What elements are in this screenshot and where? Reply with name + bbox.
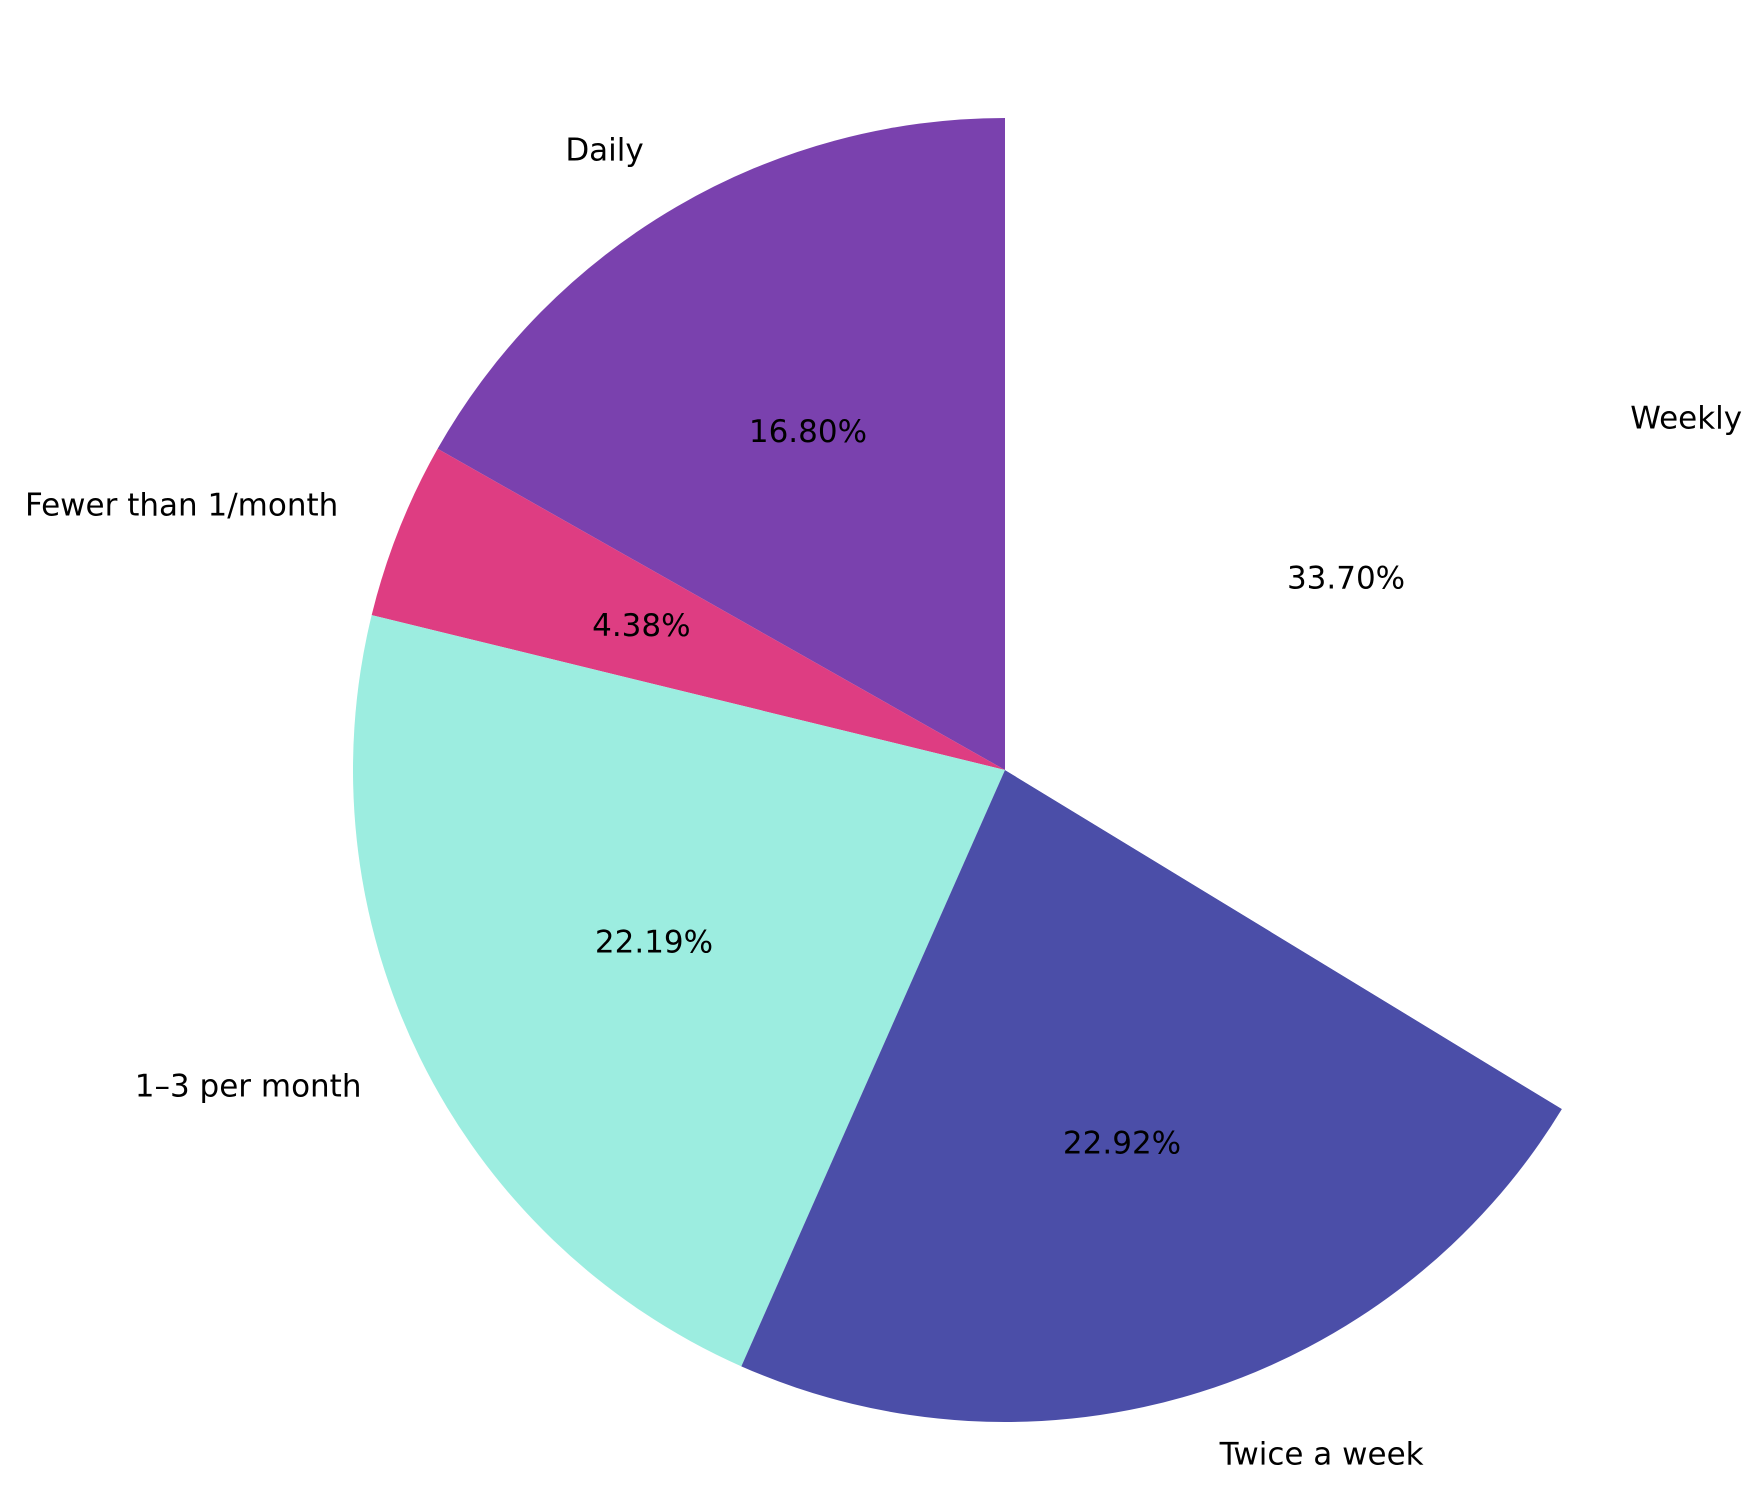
- pie-slice-fewer-than-1-month: [371, 448, 1005, 770]
- slice-category-label: Twice a week: [1219, 1436, 1424, 1472]
- pie-slice-twice-a-week: [741, 770, 1562, 1422]
- slice-percentage-label: 22.19%: [595, 925, 713, 961]
- pie-slice-1-3-per-month: [353, 615, 1006, 1367]
- pie-slices: [353, 118, 1657, 1422]
- pie-slice-daily: [437, 118, 1005, 770]
- slice-category-label: Fewer than 1/month: [25, 488, 338, 524]
- slice-percentage-label: 16.80%: [749, 414, 867, 450]
- slice-category-label: Weekly: [1630, 401, 1742, 437]
- slice-percentage-label: 4.38%: [592, 608, 690, 644]
- pie-slice-weekly: [1005, 118, 1657, 1110]
- slice-category-label: Daily: [565, 132, 643, 168]
- slice-percentage-label: 22.92%: [1063, 1125, 1181, 1161]
- pie-labels: 16.80% Daily 4.38% Fewer than 1/month 22.19%…: [25, 132, 1742, 1472]
- slice-percentage-label: 33.70%: [1287, 560, 1405, 596]
- slice-category-label: 1–3 per month: [135, 1069, 362, 1105]
